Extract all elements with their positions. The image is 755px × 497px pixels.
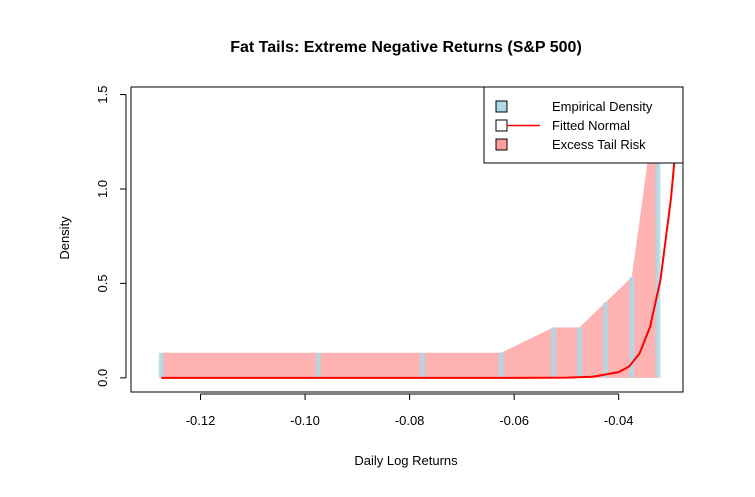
empirical-density-bar [158,352,164,378]
x-tick-label: -0.04 [604,413,634,428]
y-axis-label: Density [57,216,72,260]
legend-label: Empirical Density [552,99,653,114]
legend-label: Fitted Normal [552,118,630,133]
empirical-density-bar [603,302,609,378]
y-tick-label: 1.5 [95,86,110,104]
empirical-density-bar [498,352,504,378]
empirical-density-bar [577,327,582,378]
x-tick-label: -0.12 [186,413,216,428]
plot-frame [130,86,684,393]
chart-title: Fat Tails: Extreme Negative Returns (S&P… [230,39,582,56]
plot-area [158,87,678,379]
legend-swatch [495,119,508,132]
excess-tail-risk-area [161,87,658,378]
empirical-density-bar [420,352,426,378]
empirical-density-bar [315,352,321,378]
empirical-density-bar [629,277,635,378]
x-axis-label: Daily Log Returns [354,453,458,468]
empirical-density-bar [550,327,556,378]
axes: -0.12 -0.10 -0.08 -0.06 -0.04 0.0 0.5 1.0 1.5 [95,86,684,428]
legend-label: Excess Tail Risk [552,137,646,152]
x-tick-label: -0.10 [290,413,320,428]
fitted-normal-line [161,141,678,379]
y-tick-label: 1.0 [95,180,110,198]
x-tick-label: -0.08 [395,413,425,428]
empirical-density-bar [655,151,661,378]
x-tick-label: -0.06 [499,413,529,428]
y-tick-label: 0.5 [95,274,110,292]
legend: Empirical Density Fitted Normal Excess Tai… [483,86,684,164]
y-tick-label: 0.0 [95,369,110,387]
legend-swatch [495,100,508,113]
legend-swatch [495,138,508,151]
